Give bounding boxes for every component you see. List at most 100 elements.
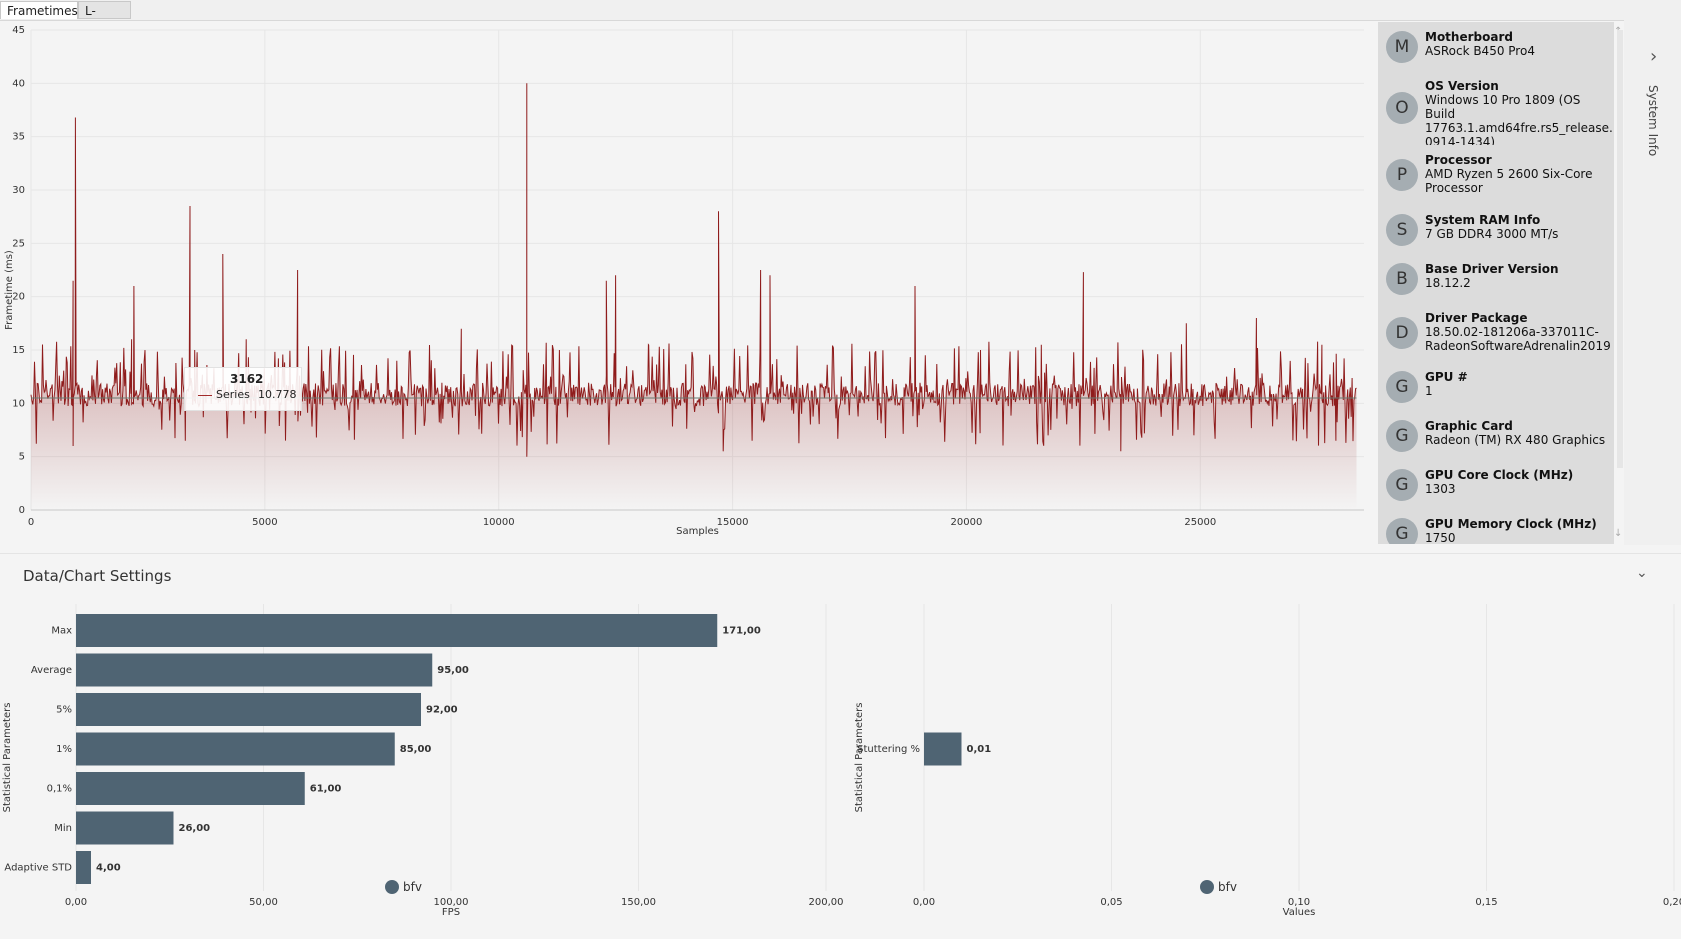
system-info-panel[interactable]: M Motherboard ASRock B450 Pro4 O OS Version W… [1378, 22, 1614, 544]
scroll-down-arrow-icon[interactable]: ↓ [1614, 528, 1623, 539]
system-info-item: O OS Version Windows 10 Pro 1809 (OS Build… [1378, 71, 1614, 149]
x-tick-label: 0,00 [913, 897, 935, 908]
x-tick-label: 150,00 [621, 897, 656, 908]
x-tick-label: 0,15 [1475, 897, 1497, 908]
y-tick-label: 15 [12, 345, 25, 356]
avatar: O [1386, 92, 1418, 124]
x-tick-label: 50,00 [249, 897, 278, 908]
system-info-item: G GPU Core Clock (MHz) 1303 [1378, 460, 1614, 510]
tab-frametimes[interactable]: Frametimes [0, 1, 78, 19]
frametime-chart[interactable]: 0 5 10 15 20 25 30 35 40 45 0 5000 10000 15000 20000 25… [0, 21, 1374, 545]
system-info-title: Base Driver Version [1425, 262, 1559, 276]
x-tick-label: 25000 [1184, 517, 1216, 528]
system-info-title: GPU Memory Clock (MHz) [1425, 517, 1597, 531]
system-info-title: System RAM Info [1425, 213, 1541, 227]
y-tick-label: 35 [12, 132, 25, 143]
y-tick-label: 5 [19, 452, 25, 463]
x-axis-label: FPS [442, 907, 460, 918]
x-tick-label: 0,20 [1663, 897, 1681, 908]
category-label: Max [51, 626, 72, 637]
bar [76, 614, 718, 647]
x-tick-label: 10000 [483, 517, 515, 528]
system-info-toggle[interactable]: System Info [1645, 85, 1665, 185]
tooltip-series-name: Series [216, 388, 250, 401]
legend-label-fps: bfv [403, 880, 422, 894]
y-tick-label: 30 [12, 185, 25, 196]
legend-label-stutter: bfv [1218, 880, 1237, 894]
system-info-item: S System RAM Info 7 GB DDR4 3000 MT/s [1378, 205, 1614, 255]
system-info-value: 18.12.2 [1425, 276, 1471, 290]
y-axis-label: Statistical Parameters [854, 703, 865, 813]
category-label: 5% [56, 705, 72, 716]
tab-l-shape[interactable]: L-shape [78, 1, 131, 36]
system-info-title: GPU # [1425, 370, 1468, 384]
system-info-value: 1 [1425, 384, 1433, 398]
system-info-title: Graphic Card [1425, 419, 1513, 433]
data-label: 85,00 [400, 744, 432, 755]
x-tick-label: 15000 [717, 517, 749, 528]
bar [76, 732, 395, 766]
data-label: 61,00 [310, 784, 342, 795]
category-label: 1% [56, 744, 72, 755]
frametime-chart-svg: 0 5 10 15 20 25 30 35 40 45 0 5000 10000 15000 20000 25… [4, 25, 1364, 537]
y-tick-label: 40 [12, 78, 25, 89]
system-info-item: D Driver Package 18.50.02-181206a-337011C-… [1378, 303, 1614, 363]
x-tick-label: 5000 [252, 517, 277, 528]
category-label: Adaptive STD [4, 863, 72, 874]
system-info-item: G GPU Memory Clock (MHz) 1750 [1378, 509, 1614, 544]
tooltip-series-swatch [198, 395, 212, 396]
x-axis-label: Samples [676, 526, 719, 537]
category-label: Min [54, 823, 72, 834]
system-info-title: OS Version [1425, 79, 1499, 93]
x-tick-label: 0,10 [1288, 897, 1310, 908]
y-axis-label: Statistical Parameters [2, 703, 13, 813]
system-info-value: 1750 [1425, 531, 1456, 544]
system-info-title: Driver Package [1425, 311, 1528, 325]
avatar: M [1386, 30, 1418, 63]
bar [924, 732, 962, 766]
x-tick-label: 200,00 [809, 897, 844, 908]
x-tick-label: 20000 [951, 517, 983, 528]
legend-dot-stutter[interactable] [1200, 880, 1214, 894]
avatar: G [1386, 517, 1418, 544]
system-info-value: 18.50.02-181206a-337011C-RadeonSoftwareA… [1425, 325, 1611, 353]
tab-bar: Frametimes L-shape [0, 0, 1681, 36]
bar [76, 772, 305, 805]
category-label: Average [31, 665, 72, 676]
statistics-charts: 0,00 50,00 100,00 150,00 200,00 FPS Statistica… [0, 604, 1681, 935]
system-info-item: G GPU #1 [1378, 362, 1614, 412]
system-info-value: 1303 [1425, 482, 1456, 496]
avatar: G [1386, 370, 1418, 403]
data-chart-settings-bar[interactable]: Data/Chart Settings [0, 553, 1681, 598]
avatar: P [1386, 159, 1418, 191]
system-info-scrollbar[interactable] [1617, 30, 1623, 468]
avatar: B [1386, 262, 1418, 295]
system-info-value: ASRock B450 Pro4 [1425, 44, 1535, 58]
category-label: 0,1% [47, 784, 72, 795]
x-tick-label: 100,00 [434, 897, 469, 908]
tooltip-series-value: 10.778 [258, 388, 297, 401]
y-tick-label: 45 [12, 25, 25, 36]
system-info-value: Windows 10 Pro 1809 (OS Build 17763.1.am… [1425, 93, 1614, 149]
data-label: 4,00 [96, 863, 121, 874]
y-tick-label: 20 [12, 292, 25, 303]
chevron-down-icon[interactable]: ⌄ [1636, 565, 1648, 581]
bar [76, 693, 421, 726]
system-info-value: AMD Ryzen 5 2600 Six-Core Processor [1425, 167, 1593, 195]
chart-tooltip: 3162 Series 10.778 [184, 367, 302, 411]
avatar: G [1386, 419, 1418, 452]
data-label: 0,01 [967, 744, 992, 755]
bar [76, 811, 174, 845]
y-tick-label: 25 [12, 238, 25, 249]
system-info-title: Processor [1425, 153, 1492, 167]
x-tick-label: 0,00 [65, 897, 87, 908]
data-label: 92,00 [426, 705, 458, 716]
bar [76, 653, 433, 687]
system-info-value: Radeon (TM) RX 480 Graphics [1425, 433, 1606, 447]
system-info-item: G Graphic Card Radeon (TM) RX 480 Graphics [1378, 411, 1614, 461]
legend-dot-fps[interactable] [385, 880, 399, 894]
system-info-item: M Motherboard ASRock B450 Pro4 [1378, 22, 1614, 72]
system-info-sidebar[interactable] [1624, 20, 1681, 545]
system-info-item: P Processor AMD Ryzen 5 2600 Six-Core Proc… [1378, 145, 1614, 206]
chevron-right-icon[interactable]: › [1650, 46, 1658, 67]
